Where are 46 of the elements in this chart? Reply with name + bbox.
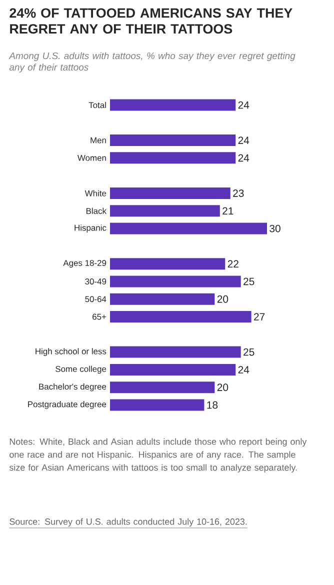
text: Notes: White, Black and Asian adults include those who report being only one race and are not Hispanic. Hispanics are of any race. The sample size for Asian Americans with tattoos is too small to analyze separately.: [9, 438, 307, 472]
data-label: 20: [217, 384, 228, 392]
y-tick-label: Ages 18-29: [63, 260, 106, 268]
y-tick-label: Black: [86, 208, 106, 214]
data-label: 22: [228, 260, 238, 268]
y-tick-label: 50-64: [85, 296, 106, 302]
y-tick-label: Hispanic: [74, 224, 106, 232]
data-label: 25: [244, 278, 254, 286]
chart-title: 24% OF TATTOOED AMERICANS SAY THEY REGRET ANY OF THEIR TATTOOS: [10, 8, 292, 34]
data-label: 24: [238, 101, 250, 109]
bar: [110, 152, 236, 164]
data-label: 24: [238, 136, 250, 144]
bar: [110, 382, 215, 394]
data-label: 21: [222, 207, 234, 215]
y-tick-label: Postgraduate degree: [28, 401, 106, 409]
chart-subtitle: Among U.S. adults with tattoos, % who say they ever regret getting any of their tattoos: [8, 52, 296, 72]
y-tick-label: Men: [90, 137, 106, 144]
y-tick-label: 30-49: [85, 278, 106, 284]
bar: [110, 399, 204, 411]
bar: [110, 134, 236, 146]
y-tick-label: White: [84, 190, 106, 196]
y-tick-label: Bachelor's degree: [39, 383, 106, 392]
bar: [110, 187, 230, 199]
bar: [110, 346, 241, 358]
y-tick-label: Some college: [56, 366, 106, 374]
bar: [110, 293, 215, 305]
y-tick-label: Total: [88, 102, 106, 108]
data-label: 24: [238, 154, 250, 162]
y-tick-label: 65+: [92, 314, 106, 320]
bar: [110, 364, 236, 376]
y-tick-label: High school or less: [36, 348, 106, 356]
bar: [110, 276, 241, 288]
bar: [110, 222, 268, 234]
data-label: 23: [233, 190, 244, 197]
y-tick-label: Women: [77, 154, 106, 161]
source-note: Source: Survey of U.S. adults conducted July 10-16, 2023.: [10, 518, 247, 527]
bar: [110, 258, 226, 270]
bar: [110, 99, 236, 111]
data-label: 27: [254, 313, 265, 320]
bar: [110, 205, 220, 217]
data-label: 20: [217, 295, 228, 303]
data-label: 25: [244, 348, 254, 356]
data-label: 30: [270, 224, 280, 232]
data-label: 24: [238, 366, 250, 374]
data-label: 18: [207, 401, 218, 409]
bar: [110, 311, 252, 323]
